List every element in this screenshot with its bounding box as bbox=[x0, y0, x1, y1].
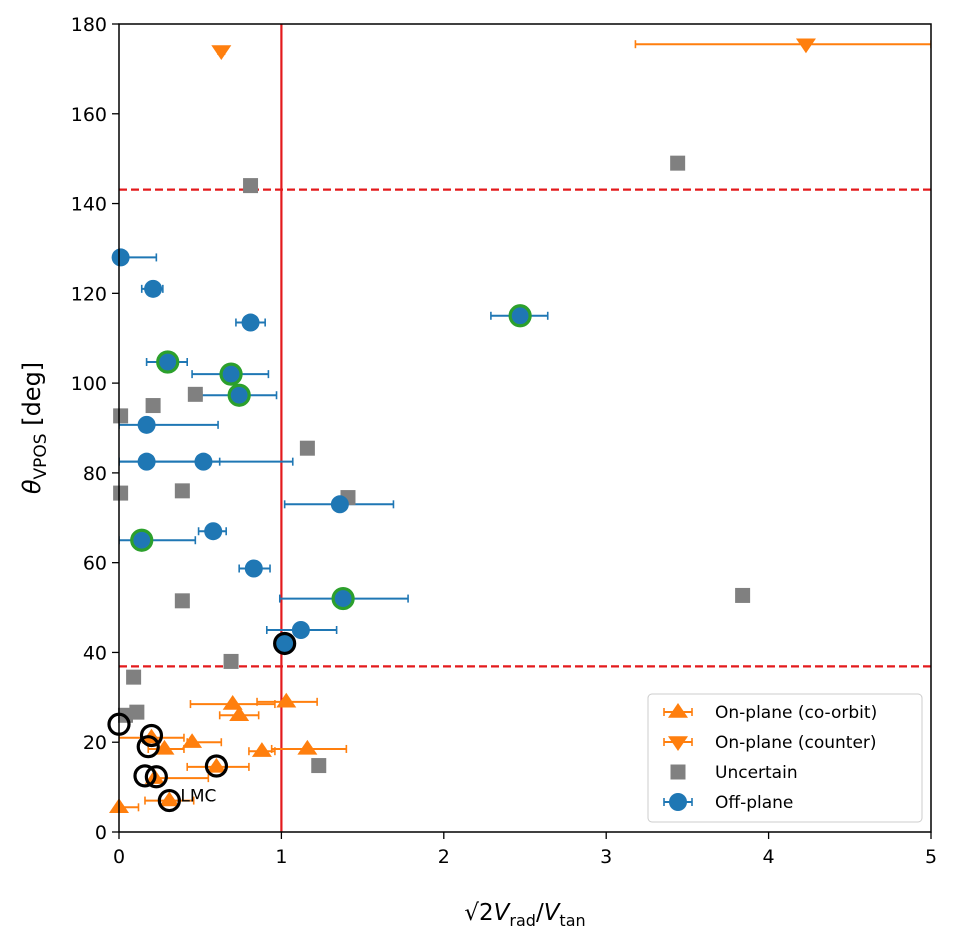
legend-marker-square bbox=[670, 764, 686, 780]
off-plane-marker bbox=[219, 362, 243, 386]
uncertain-marker bbox=[243, 178, 259, 194]
legend-label: On-plane (counter) bbox=[715, 733, 877, 753]
off-plane-marker bbox=[331, 586, 355, 611]
on-plane-counter-marker bbox=[211, 45, 232, 60]
off-plane-marker bbox=[244, 559, 263, 578]
x-axis-label-v1: V bbox=[494, 900, 512, 926]
off-plane-marker bbox=[291, 621, 310, 639]
uncertain-marker bbox=[113, 408, 129, 424]
legend-box bbox=[647, 693, 923, 823]
off-plane-marker bbox=[330, 495, 349, 514]
on-plane-co-orbit-marker bbox=[182, 733, 203, 748]
on-plane-co-orbit-marker bbox=[154, 739, 175, 755]
y-axis-label-unit: [deg] bbox=[18, 362, 46, 434]
x-axis-label: √2Vrad/Vtan bbox=[464, 900, 585, 930]
uncertain-marker bbox=[174, 483, 190, 499]
x-tick-label: 0 bbox=[113, 846, 125, 868]
y-tick-label: 120 bbox=[71, 283, 107, 305]
uncertain-marker bbox=[174, 593, 190, 609]
off-plane-marker bbox=[241, 313, 260, 332]
on-plane-co-orbit-marker bbox=[206, 757, 227, 773]
highlight-ring-marker bbox=[139, 723, 164, 748]
y-tick-label: 160 bbox=[71, 104, 107, 126]
y-axis-ticks: 0 20 40 60 80 100 120 140 160 180 bbox=[71, 14, 119, 844]
x-axis-ticks: 0 1 2 3 4 5 bbox=[113, 832, 937, 868]
highlight-ring-marker bbox=[204, 754, 229, 778]
y-tick-label: 180 bbox=[71, 14, 107, 36]
y-tick-label: 100 bbox=[71, 373, 107, 395]
off-plane-marker bbox=[137, 452, 156, 471]
off-plane-marker bbox=[111, 248, 130, 267]
x-axis-label-sub2: tan bbox=[559, 911, 585, 930]
uncertain-marker bbox=[735, 587, 751, 603]
x-axis-label-v2: V bbox=[544, 900, 562, 926]
y-axis-label-sub: VPOS bbox=[31, 433, 51, 479]
legend-marker-circle bbox=[669, 793, 687, 811]
annotation-label: LMC bbox=[180, 787, 216, 807]
legend-marker-triangle-up bbox=[668, 702, 688, 718]
highlight-ring-marker bbox=[273, 631, 297, 656]
uncertain-marker bbox=[223, 653, 239, 669]
x-tick-label: 4 bbox=[763, 846, 775, 868]
data-markers bbox=[107, 38, 816, 814]
y-tick-label: 40 bbox=[83, 642, 107, 664]
legend-label: Off-plane bbox=[715, 793, 793, 813]
off-plane-marker bbox=[204, 522, 223, 541]
x-axis-label-sub1: rad bbox=[509, 911, 536, 930]
x-tick-label: 3 bbox=[600, 846, 612, 868]
plot-frame bbox=[118, 23, 932, 833]
highlight-ring-marker bbox=[136, 735, 160, 759]
off-plane-marker bbox=[130, 528, 154, 552]
highlight-ring-marker bbox=[157, 788, 181, 813]
legend: On-plane (co-orbit) On-plane (counter) Unc… bbox=[647, 693, 923, 823]
highlight-ring-marker bbox=[144, 765, 168, 789]
off-plane-marker bbox=[194, 452, 213, 471]
x-axis-label-slash: / bbox=[536, 900, 544, 926]
y-axis-label: θVPOS [deg] bbox=[18, 362, 51, 494]
on-plane-co-orbit-marker bbox=[222, 695, 243, 710]
off-plane-marker bbox=[137, 415, 156, 434]
on-plane-co-orbit-marker bbox=[229, 706, 250, 721]
y-axis-label-theta: θ bbox=[18, 479, 46, 494]
legend-marker-triangle-down bbox=[668, 736, 688, 752]
off-plane-marker bbox=[144, 279, 163, 298]
highlight-ring-marker bbox=[133, 764, 157, 788]
y-tick-label: 80 bbox=[83, 463, 107, 485]
uncertain-marker bbox=[113, 485, 129, 501]
uncertain-marker bbox=[311, 758, 327, 774]
off-plane-marker bbox=[227, 383, 251, 407]
x-axis-label-sqrt: √2 bbox=[464, 900, 493, 926]
legend-label: Uncertain bbox=[715, 763, 798, 783]
on-plane-co-orbit-marker bbox=[297, 739, 318, 755]
y-tick-label: 20 bbox=[83, 732, 107, 754]
uncertain-marker bbox=[126, 669, 142, 685]
uncertain-marker bbox=[299, 440, 315, 456]
y-tick-label: 60 bbox=[83, 553, 107, 575]
y-tick-label: 140 bbox=[71, 194, 107, 216]
x-tick-label: 2 bbox=[438, 846, 450, 868]
legend-label: On-plane (co-orbit) bbox=[715, 703, 877, 723]
off-plane-marker bbox=[156, 350, 180, 374]
on-plane-co-orbit-marker bbox=[251, 742, 272, 757]
y-tick-label: 0 bbox=[95, 822, 107, 844]
uncertain-marker bbox=[670, 155, 686, 171]
uncertain-marker bbox=[129, 704, 145, 720]
off-plane-marker bbox=[508, 304, 532, 328]
uncertain-marker bbox=[145, 398, 161, 414]
uncertain-marker bbox=[187, 386, 203, 402]
on-plane-co-orbit-marker bbox=[159, 791, 180, 807]
x-tick-label: 5 bbox=[925, 846, 937, 868]
annotations: LMC bbox=[180, 787, 216, 807]
x-tick-label: 1 bbox=[275, 846, 287, 868]
on-plane-co-orbit-marker bbox=[276, 692, 297, 708]
on-plane-counter-marker bbox=[795, 38, 816, 54]
